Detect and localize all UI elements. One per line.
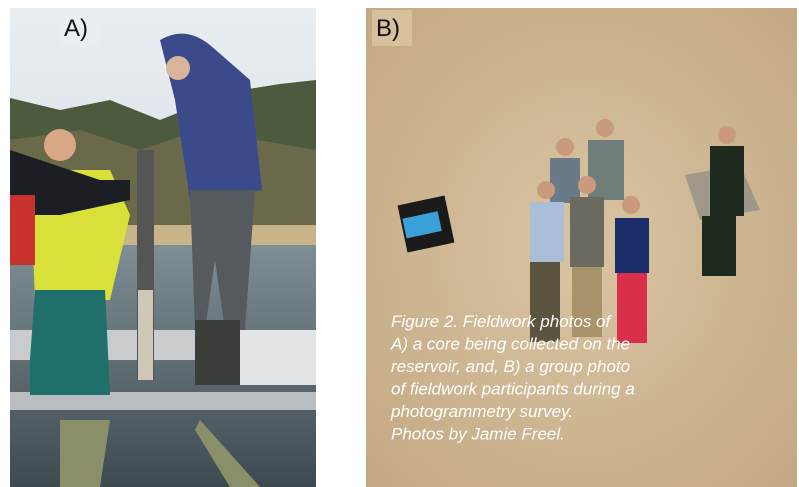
caption-line: reservoir, and, B) a group photo [391, 357, 630, 376]
photo-a [10, 8, 316, 487]
panel-label: A) [64, 15, 88, 42]
caption-line: Figure 2. Fieldwork photos of [391, 312, 612, 331]
caption-line: Photos by Jamie Freel. [391, 425, 565, 444]
label-bg [60, 10, 100, 46]
photo-b [366, 8, 797, 487]
panel-label: B) [376, 15, 400, 42]
caption: Figure 2. Fieldwork photos of A) a core b… [390, 312, 635, 444]
caption-line: A) a core being collected on the [390, 335, 630, 354]
caption-line: photogrammetry survey. [390, 402, 573, 421]
label-bg [372, 10, 412, 46]
caption-line: of fieldwork participants during a [391, 380, 635, 399]
